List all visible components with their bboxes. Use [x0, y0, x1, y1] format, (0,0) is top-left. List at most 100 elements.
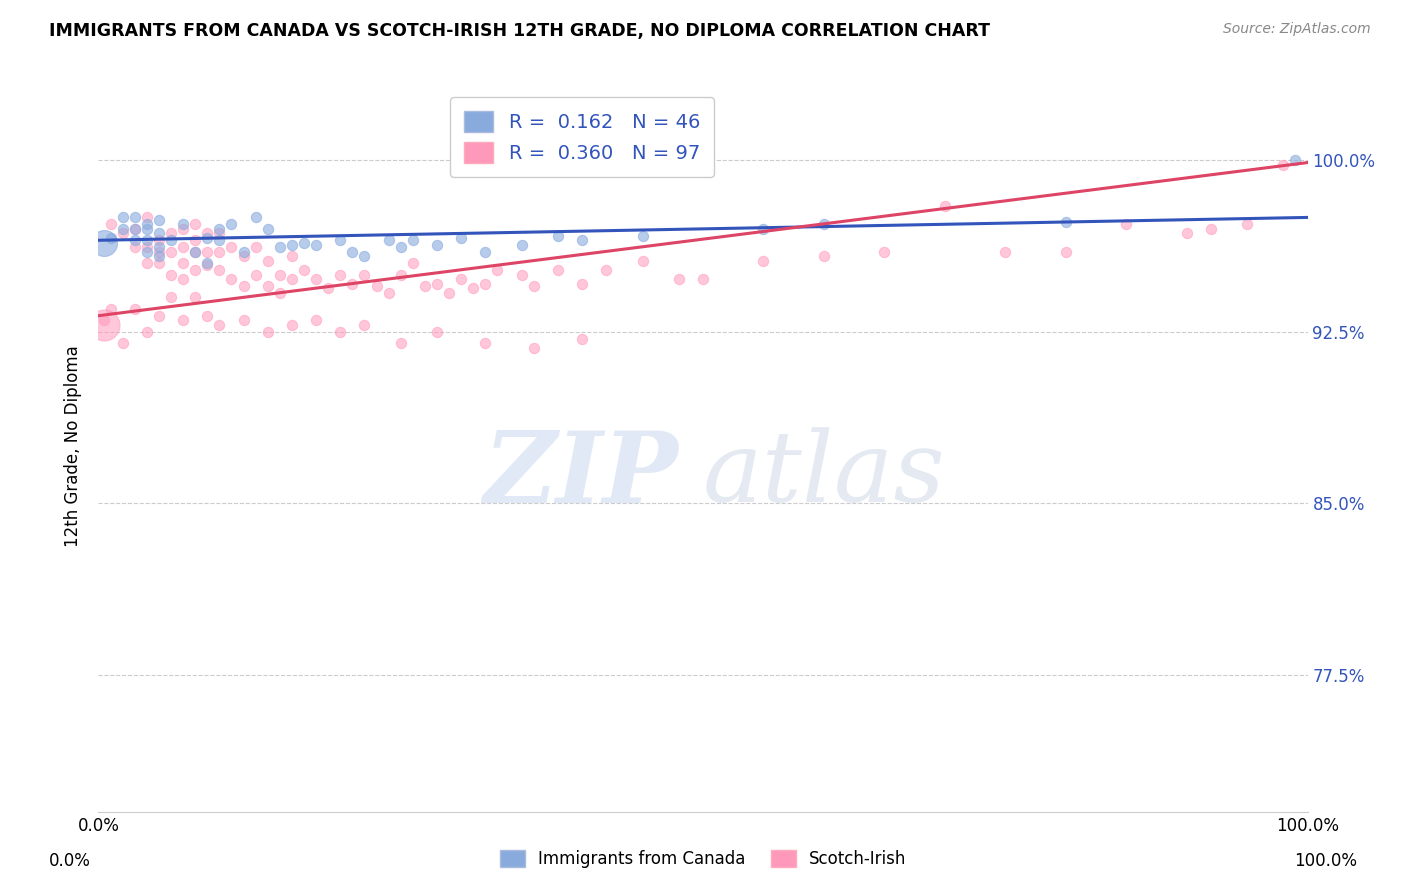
Point — [195, 256, 218, 270]
Point — [269, 240, 291, 254]
Point — [474, 336, 496, 351]
Point — [1236, 217, 1258, 231]
Point — [450, 231, 472, 245]
Point — [93, 318, 115, 332]
Point — [232, 249, 254, 263]
Point — [547, 263, 569, 277]
Point — [232, 279, 254, 293]
Point — [160, 290, 183, 304]
Point — [135, 211, 157, 225]
Point — [245, 211, 267, 225]
Text: 0.0%: 0.0% — [49, 852, 91, 870]
Point — [93, 235, 115, 250]
Point — [668, 272, 690, 286]
Point — [111, 336, 134, 351]
Point — [1199, 222, 1222, 236]
Point — [160, 227, 183, 241]
Point — [184, 263, 207, 277]
Point — [329, 325, 352, 339]
Text: ZIP: ZIP — [484, 427, 679, 524]
Point — [1054, 244, 1077, 259]
Point — [595, 263, 617, 277]
Point — [426, 277, 449, 291]
Point — [256, 222, 278, 236]
Text: atlas: atlas — [703, 427, 946, 523]
Point — [934, 199, 956, 213]
Point — [184, 217, 207, 231]
Point — [342, 277, 364, 291]
Point — [124, 211, 146, 225]
Point — [148, 309, 170, 323]
Text: IMMIGRANTS FROM CANADA VS SCOTCH-IRISH 12TH GRADE, NO DIPLOMA CORRELATION CHART: IMMIGRANTS FROM CANADA VS SCOTCH-IRISH 1… — [49, 22, 990, 40]
Point — [281, 249, 304, 263]
Point — [135, 325, 157, 339]
Point — [232, 244, 254, 259]
Point — [281, 272, 304, 286]
Point — [256, 325, 278, 339]
Point — [463, 281, 485, 295]
Point — [377, 233, 399, 247]
Point — [124, 222, 146, 236]
Point — [124, 301, 146, 316]
Point — [389, 268, 412, 282]
Point — [195, 259, 218, 273]
Point — [692, 272, 714, 286]
Point — [148, 227, 170, 241]
Point — [389, 240, 412, 254]
Point — [172, 256, 194, 270]
Point — [752, 253, 775, 268]
Point — [208, 244, 231, 259]
Point — [172, 313, 194, 327]
Text: Source: ZipAtlas.com: Source: ZipAtlas.com — [1223, 22, 1371, 37]
Point — [148, 256, 170, 270]
Point — [281, 318, 304, 332]
Point — [631, 253, 654, 268]
Point — [389, 336, 412, 351]
Point — [305, 238, 328, 252]
Point — [413, 279, 436, 293]
Point — [256, 253, 278, 268]
Point — [329, 233, 352, 247]
Point — [93, 313, 115, 327]
Point — [208, 233, 231, 247]
Point — [160, 268, 183, 282]
Point — [184, 290, 207, 304]
Point — [305, 313, 328, 327]
Point — [100, 217, 122, 231]
Point — [100, 301, 122, 316]
Text: 100.0%: 100.0% — [1294, 852, 1357, 870]
Point — [245, 268, 267, 282]
Point — [377, 285, 399, 300]
Point — [172, 217, 194, 231]
Point — [353, 318, 375, 332]
Point — [148, 240, 170, 254]
Point — [195, 244, 218, 259]
Point — [160, 244, 183, 259]
Point — [269, 285, 291, 300]
Point — [148, 244, 170, 259]
Point — [135, 222, 157, 236]
Point — [195, 309, 218, 323]
Point — [426, 325, 449, 339]
Point — [221, 240, 243, 254]
Legend: R =  0.162   N = 46, R =  0.360   N = 97: R = 0.162 N = 46, R = 0.360 N = 97 — [450, 97, 714, 177]
Point — [135, 244, 157, 259]
Point — [523, 279, 546, 293]
Point — [1272, 158, 1295, 172]
Point — [437, 285, 460, 300]
Point — [813, 217, 835, 231]
Point — [1115, 217, 1137, 231]
Point — [281, 238, 304, 252]
Point — [486, 263, 509, 277]
Point — [148, 233, 170, 247]
Point — [402, 256, 425, 270]
Point — [474, 244, 496, 259]
Point — [124, 240, 146, 254]
Point — [353, 249, 375, 263]
Point — [523, 341, 546, 355]
Point — [269, 268, 291, 282]
Point — [208, 263, 231, 277]
Point — [256, 279, 278, 293]
Point — [1284, 153, 1306, 168]
Point — [631, 228, 654, 243]
